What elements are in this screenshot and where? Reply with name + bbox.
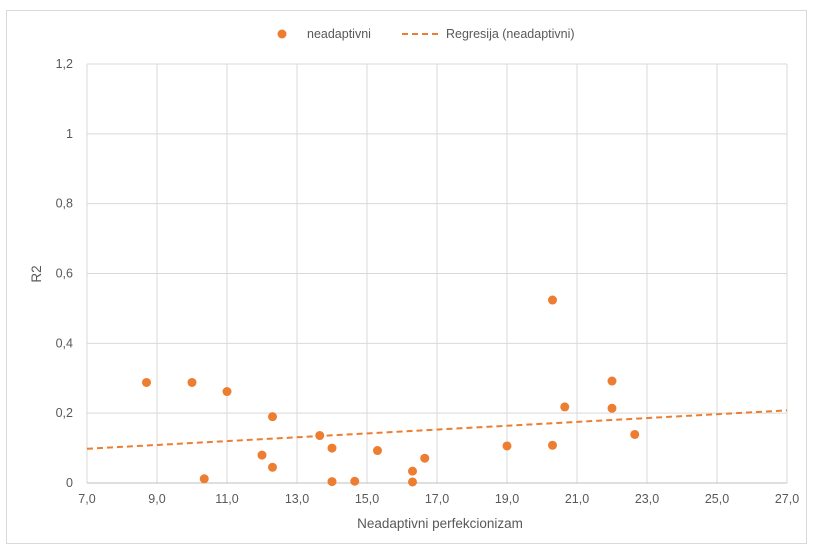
data-point	[258, 451, 267, 460]
data-point	[608, 377, 617, 386]
x-tick-label: 21,0	[565, 492, 589, 506]
legend-label-neadaptivni: neadaptivni	[307, 27, 371, 41]
data-point	[268, 463, 277, 472]
y-tick-labels: 0 0,2 0,4 0,6 0,8 1 1,2	[56, 57, 73, 490]
data-point	[630, 430, 639, 439]
data-point	[408, 467, 417, 476]
y-tick-label: 1	[66, 127, 73, 141]
y-tick-label: 0,6	[56, 267, 73, 281]
data-point	[188, 378, 197, 387]
data-point	[560, 402, 569, 411]
x-tick-label: 17,0	[425, 492, 449, 506]
x-tick-label: 19,0	[495, 492, 519, 506]
x-tick-label: 13,0	[285, 492, 309, 506]
data-point	[548, 441, 557, 450]
x-tick-label: 7,0	[78, 492, 95, 506]
x-tick-label: 23,0	[635, 492, 659, 506]
x-tick-label: 9,0	[148, 492, 165, 506]
y-tick-label: 0,4	[56, 336, 73, 350]
data-point	[268, 412, 277, 421]
data-point	[315, 431, 324, 440]
x-tick-labels: 7,0 9,0 11,0 13,0 15,0 17,0 19,0 21,0 23,0 25,0 27…	[78, 492, 799, 506]
data-point	[200, 474, 209, 483]
x-tick-label: 11,0	[215, 492, 238, 506]
data-point	[142, 378, 151, 387]
x-axis-title: Neadaptivni perfekcionizam	[357, 516, 523, 531]
data-point	[328, 444, 337, 453]
legend-label-regression: Regresija (neadaptivni)	[446, 27, 575, 41]
x-tick-label: 25,0	[705, 492, 729, 506]
y-tick-label: 0,8	[56, 197, 73, 211]
data-point	[328, 477, 337, 486]
data-points	[142, 296, 639, 487]
data-point	[373, 446, 382, 455]
data-point	[408, 477, 417, 486]
data-point	[223, 387, 232, 396]
x-tick-label: 27,0	[775, 492, 799, 506]
y-tick-label: 0,2	[56, 406, 73, 420]
data-point	[350, 477, 359, 486]
gridlines	[87, 64, 787, 483]
x-tick-label: 15,0	[355, 492, 379, 506]
legend: neadaptivni Regresija (neadaptivni)	[278, 27, 575, 41]
legend-marker-neadaptivni	[278, 30, 287, 39]
data-point	[548, 296, 557, 305]
data-point	[503, 441, 512, 450]
y-tick-label: 0	[66, 476, 73, 490]
y-axis-title: R2	[29, 265, 44, 282]
data-point	[420, 454, 429, 463]
y-tick-label: 1,2	[56, 57, 73, 71]
data-point	[608, 404, 617, 413]
